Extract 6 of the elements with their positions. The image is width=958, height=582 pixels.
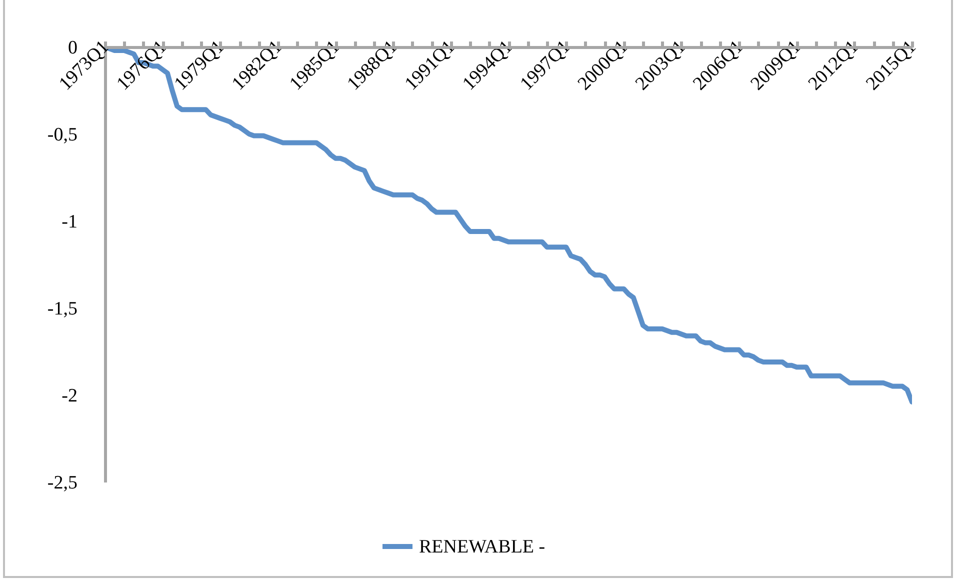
y-tick-label: -2: [62, 386, 78, 406]
y-tick-label: -2,5: [47, 472, 78, 494]
legend-label: RENEWABLE -: [419, 536, 546, 558]
y-tick-label: -0,5: [47, 124, 78, 146]
y-tick-label: -1: [62, 212, 78, 232]
y-tick-label: -1,5: [47, 298, 78, 320]
